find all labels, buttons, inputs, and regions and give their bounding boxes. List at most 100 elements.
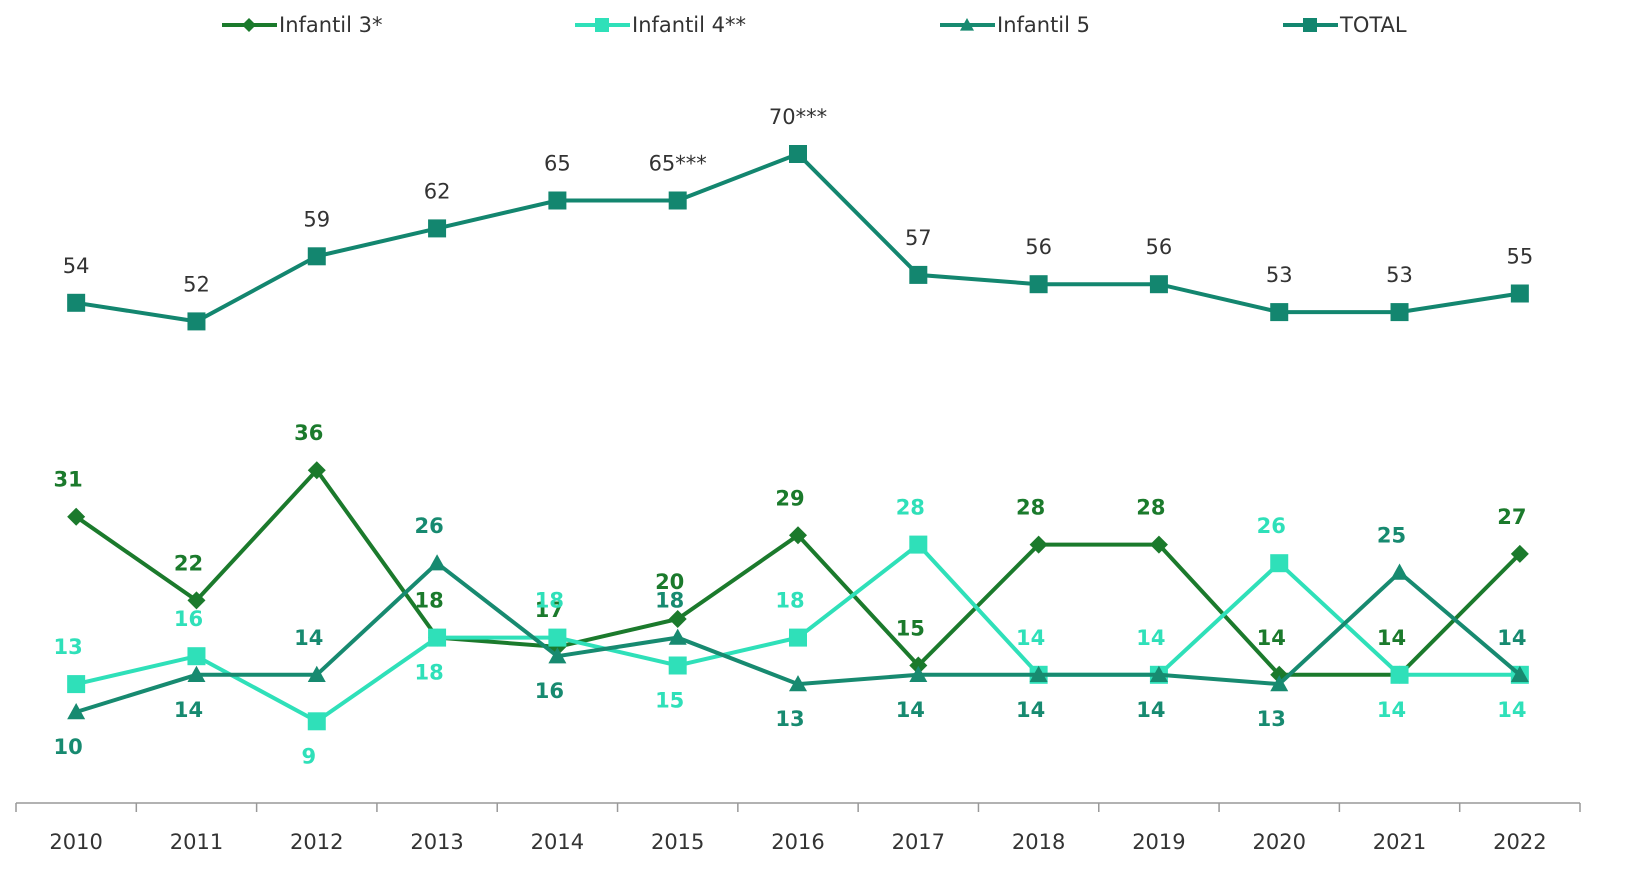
data-label: 59 <box>303 207 330 231</box>
marker <box>909 265 928 284</box>
data-label: 29 <box>775 486 804 510</box>
x-tick-label: 2018 <box>1012 830 1065 854</box>
marker <box>909 535 928 554</box>
x-tick-label: 2021 <box>1373 830 1426 854</box>
data-label: 55 <box>1506 245 1533 269</box>
marker <box>1029 275 1048 294</box>
data-label: 65*** <box>649 152 707 176</box>
marker <box>1510 284 1529 303</box>
marker <box>187 665 206 682</box>
marker <box>668 610 687 628</box>
x-tick-label: 2017 <box>892 830 945 854</box>
marker <box>1149 535 1168 554</box>
data-label: 26 <box>1257 514 1286 538</box>
x-tick-label: 2019 <box>1132 830 1185 854</box>
data-label: 13 <box>1257 707 1286 731</box>
series-line <box>75 151 1521 324</box>
marker <box>1149 665 1168 682</box>
marker <box>1303 18 1317 32</box>
data-label: 14 <box>1016 698 1045 722</box>
marker <box>668 191 687 210</box>
legend-text: Infantil 3* <box>279 13 383 37</box>
data-label: 14 <box>1497 626 1526 650</box>
data-label: 18 <box>414 661 443 685</box>
marker <box>428 628 447 647</box>
data-label: 14 <box>1257 626 1286 650</box>
x-tick-label: 2010 <box>49 830 102 854</box>
marker <box>909 656 928 675</box>
data-label: 18 <box>414 589 443 613</box>
data-label: 16 <box>535 679 564 703</box>
data-label: 14 <box>294 626 323 650</box>
data-label: 56 <box>1146 235 1173 259</box>
marker <box>1390 563 1409 580</box>
marker <box>1149 275 1168 294</box>
data-label: 25 <box>1377 524 1406 548</box>
marker <box>307 712 326 731</box>
data-label: 27 <box>1497 505 1526 529</box>
marker <box>1270 675 1289 692</box>
data-label: 14 <box>174 698 203 722</box>
x-tick-label: 2015 <box>651 830 704 854</box>
data-label: 28 <box>1136 496 1165 520</box>
data-label: 28 <box>1016 496 1045 520</box>
marker <box>548 647 567 664</box>
legend-text: Infantil 4** <box>632 13 746 37</box>
marker <box>67 507 86 526</box>
x-tick-label: 2012 <box>290 830 343 854</box>
marker <box>428 219 447 238</box>
data-label: 17 <box>535 598 564 622</box>
marker <box>242 18 256 32</box>
marker <box>595 18 609 32</box>
marker <box>67 675 86 694</box>
x-tick-label: 2020 <box>1253 830 1306 854</box>
data-label: 14 <box>1136 626 1165 650</box>
data-label: 14 <box>1016 626 1045 650</box>
marker <box>67 703 86 720</box>
marker <box>668 628 687 645</box>
data-label: 14 <box>1377 626 1406 650</box>
data-label: 13 <box>54 635 83 659</box>
marker <box>307 461 326 480</box>
data-label: 15 <box>896 617 925 641</box>
data-label: 53 <box>1266 263 1293 287</box>
marker <box>187 312 206 331</box>
data-label: 36 <box>294 421 323 445</box>
x-tick-label: 2011 <box>170 830 223 854</box>
data-label: 15 <box>655 689 684 713</box>
x-tick-label: 2013 <box>410 830 463 854</box>
legend-text: TOTAL <box>1339 13 1407 37</box>
marker <box>428 554 447 571</box>
data-label: 9 <box>301 744 316 768</box>
marker <box>960 18 974 31</box>
marker <box>1270 554 1289 573</box>
data-label: 54 <box>63 254 90 278</box>
marker <box>1390 665 1409 684</box>
marker <box>1510 544 1529 563</box>
data-label: 26 <box>414 514 443 538</box>
data-label: 14 <box>1497 698 1526 722</box>
data-label: 13 <box>775 707 804 731</box>
x-tick-label: 2016 <box>771 830 824 854</box>
marker <box>548 628 567 647</box>
data-label: 18 <box>655 589 684 613</box>
data-label: 65 <box>544 152 571 176</box>
data-label: 56 <box>1025 235 1052 259</box>
marker <box>668 656 687 675</box>
data-label: 18 <box>535 589 564 613</box>
marker <box>909 665 928 682</box>
marker <box>307 665 326 682</box>
marker <box>307 247 326 266</box>
marker <box>1270 303 1289 322</box>
marker <box>789 526 807 545</box>
data-label: 14 <box>1136 698 1165 722</box>
data-label: 22 <box>174 551 203 575</box>
marker <box>187 647 206 666</box>
x-tick-label: 2022 <box>1493 830 1546 854</box>
legend-text: Infantil 5 <box>997 13 1090 37</box>
data-label: 70*** <box>769 105 827 129</box>
data-label: 28 <box>896 496 925 520</box>
marker <box>1029 535 1048 554</box>
data-label: 31 <box>54 468 83 492</box>
marker <box>67 293 86 312</box>
